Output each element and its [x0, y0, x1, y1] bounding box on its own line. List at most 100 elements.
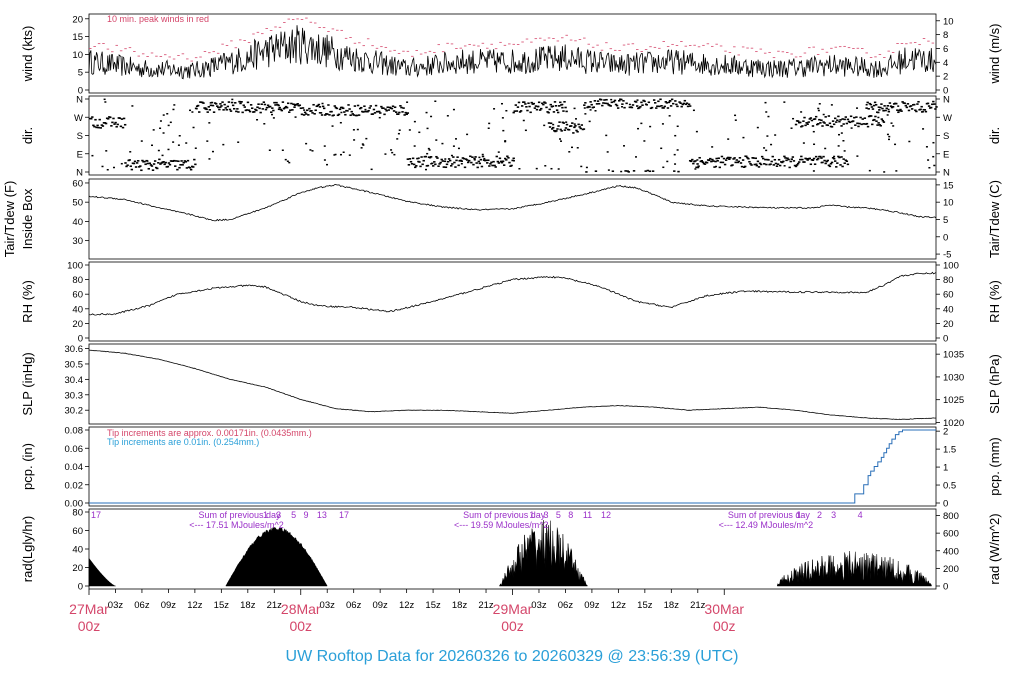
dir-point	[383, 113, 386, 116]
dir-point	[510, 164, 513, 167]
dir-point	[426, 152, 429, 155]
dir-point	[295, 104, 298, 106]
dir-point	[786, 157, 789, 160]
dir-point	[844, 116, 847, 118]
dir-point	[413, 120, 416, 123]
dir-point	[603, 99, 606, 101]
dir-point	[109, 116, 112, 119]
dir-point	[194, 147, 197, 149]
dir-point	[153, 160, 157, 162]
dir-point	[756, 160, 760, 163]
dir-point	[840, 132, 843, 134]
dir-point	[247, 109, 251, 111]
dir-point	[721, 161, 725, 164]
dir-point	[159, 163, 162, 165]
dir-point	[926, 102, 930, 105]
dir-point	[548, 108, 551, 111]
dir-point	[549, 122, 553, 125]
pcp-note-mm: Tip increments are 0.01in. (0.254mm.)	[107, 437, 259, 447]
dir-point	[483, 157, 486, 160]
dir-point	[668, 115, 671, 117]
dir-point	[457, 147, 460, 150]
rh-frame	[88, 261, 937, 342]
dir-point	[770, 143, 773, 146]
dir-point	[755, 164, 759, 167]
dir-point	[669, 100, 672, 102]
temp-left-tick-label: 60	[72, 178, 83, 189]
dir-point	[550, 128, 554, 130]
dir-point	[561, 106, 564, 109]
dir-point	[583, 104, 586, 106]
wind-right-tick-label: 6	[943, 44, 948, 55]
dir-point	[186, 159, 190, 162]
dir-point	[446, 160, 450, 163]
dir-point	[424, 155, 428, 158]
dir-point	[794, 165, 798, 168]
dir-point	[455, 159, 458, 162]
dir-point	[422, 159, 425, 162]
dir-point	[879, 124, 882, 127]
dir-point	[624, 170, 627, 172]
dir-point	[362, 144, 365, 146]
dir-point	[615, 104, 619, 107]
dir-point	[844, 159, 847, 162]
dir-point	[336, 114, 340, 117]
dir-point	[263, 103, 267, 106]
x-hour-label: 12z	[611, 600, 627, 611]
dir-point	[807, 121, 810, 123]
dir-point	[783, 101, 786, 103]
dir-point	[765, 163, 768, 166]
dir-point	[227, 101, 231, 103]
temp-right-tick-label: 15	[943, 180, 954, 191]
temp-frame	[88, 178, 937, 260]
dir-point	[927, 105, 931, 107]
dir-point	[316, 104, 320, 107]
dir-point	[805, 122, 808, 124]
dir-point	[557, 168, 560, 170]
dir-point	[547, 111, 550, 114]
dir-point	[353, 139, 356, 141]
dir-point	[700, 160, 704, 162]
rad-hour-mark: 17	[339, 510, 349, 520]
dir-point	[202, 102, 205, 104]
dir-point	[294, 116, 297, 118]
dir-point	[662, 166, 665, 169]
dir-point	[248, 110, 252, 113]
dir-point	[744, 165, 747, 168]
dir-point	[672, 102, 675, 105]
dir-point	[732, 158, 735, 160]
dir-point	[865, 103, 868, 106]
dir-point	[428, 149, 431, 151]
dir-point	[151, 144, 154, 147]
dir-point	[231, 98, 234, 101]
dir-point	[178, 166, 181, 169]
dir-point	[286, 160, 289, 163]
dir-point	[98, 118, 101, 121]
x-day-sublabel: 00z	[78, 618, 101, 634]
dir-point	[837, 145, 840, 147]
dir-point	[754, 157, 758, 160]
dir-point	[606, 102, 609, 105]
dir-point	[185, 167, 189, 169]
dir-point	[167, 148, 170, 151]
dir-right-tick-label: W	[943, 113, 952, 124]
dir-point	[869, 103, 873, 106]
dir-point	[638, 106, 641, 109]
dir-point	[867, 108, 870, 110]
dir-point	[447, 158, 451, 160]
dir-point	[405, 113, 408, 116]
rad-day-sum-value: <--- 17.51 MJoules/m^2	[189, 520, 284, 530]
dir-point	[468, 159, 471, 162]
dir-point	[651, 170, 655, 172]
rad-hour-mark: 17	[91, 510, 101, 520]
dir-point	[426, 164, 430, 167]
rad-hour-mark: 1	[263, 510, 268, 520]
dir-point	[684, 103, 688, 106]
dir-point	[753, 163, 756, 166]
rh-right-tick-label: 60	[943, 290, 954, 301]
dir-point	[888, 102, 892, 104]
dir-point	[526, 109, 529, 112]
dir-point	[882, 109, 885, 112]
dir-point	[705, 161, 709, 164]
dir-point	[460, 160, 464, 162]
